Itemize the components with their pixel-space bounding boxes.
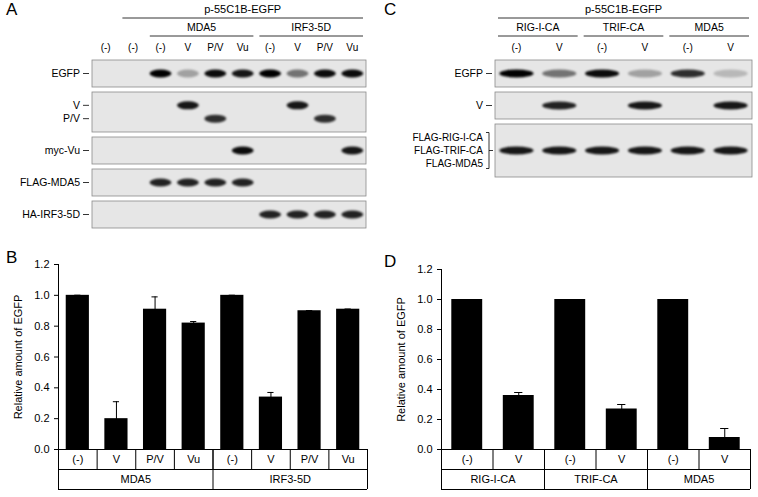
- svg-text:0.8: 0.8: [417, 323, 432, 335]
- svg-text:0.2: 0.2: [34, 412, 49, 424]
- svg-text:0.6: 0.6: [34, 351, 49, 363]
- svg-text:IRF3-5D: IRF3-5D: [291, 21, 331, 33]
- svg-text:(-): (-): [668, 453, 679, 465]
- svg-text:MDA5: MDA5: [187, 21, 216, 33]
- html-text:B: B: [6, 248, 18, 267]
- svg-text:V: V: [476, 99, 483, 111]
- svg-text:FLAG-TRIF-CA: FLAG-TRIF-CA: [414, 145, 483, 156]
- svg-text:(-): (-): [156, 42, 166, 53]
- svg-text:P/V: P/V: [63, 112, 80, 124]
- svg-text:P/V: P/V: [207, 42, 223, 53]
- svg-text:Vu: Vu: [346, 42, 358, 53]
- svg-text:EGFP: EGFP: [51, 67, 80, 79]
- svg-text:V: V: [727, 42, 734, 53]
- svg-text:Relative amount of EGFP: Relative amount of EGFP: [12, 295, 24, 420]
- svg-text:P/V: P/V: [146, 453, 164, 465]
- svg-text:MDA5: MDA5: [695, 21, 724, 33]
- svg-text:FLAG-MDA5: FLAG-MDA5: [426, 158, 484, 169]
- svg-text:1.2: 1.2: [417, 263, 432, 275]
- html-text:C: C: [384, 0, 397, 19]
- svg-text:V: V: [618, 453, 626, 465]
- svg-text:EGFP: EGFP: [454, 67, 483, 79]
- svg-text:V: V: [185, 42, 192, 53]
- svg-text:HA-IRF3-5D: HA-IRF3-5D: [22, 208, 80, 220]
- svg-text:V: V: [294, 42, 301, 53]
- svg-text:V: V: [515, 453, 523, 465]
- svg-text:0.0: 0.0: [34, 443, 49, 455]
- svg-text:1.0: 1.0: [417, 293, 432, 305]
- svg-text:(-): (-): [128, 42, 138, 53]
- svg-text:(-): (-): [683, 42, 693, 53]
- html-text:A: A: [6, 0, 18, 19]
- svg-text:p-55C1B-EGFP: p-55C1B-EGFP: [204, 3, 281, 15]
- svg-text:(-): (-): [462, 453, 473, 465]
- svg-text:Vu: Vu: [187, 453, 200, 465]
- svg-text:(-): (-): [597, 42, 607, 53]
- svg-text:V: V: [556, 42, 563, 53]
- svg-text:p-55C1B-EGFP: p-55C1B-EGFP: [585, 3, 662, 15]
- svg-text:P/V: P/V: [301, 453, 319, 465]
- svg-text:FLAG-MDA5: FLAG-MDA5: [20, 176, 80, 188]
- svg-text:0.2: 0.2: [417, 413, 432, 425]
- svg-text:V: V: [113, 453, 121, 465]
- svg-text:MDA5: MDA5: [684, 473, 715, 485]
- svg-text:TRIF-CA: TRIF-CA: [574, 473, 618, 485]
- svg-text:0.0: 0.0: [417, 443, 432, 455]
- svg-text:(-): (-): [565, 453, 576, 465]
- svg-text:0.8: 0.8: [34, 320, 49, 332]
- svg-text:RIG-I-CA: RIG-I-CA: [516, 21, 559, 33]
- svg-text:(-): (-): [511, 42, 521, 53]
- svg-text:IRF3-5D: IRF3-5D: [269, 473, 311, 485]
- svg-text:V: V: [267, 453, 275, 465]
- svg-text:FLAG-RIG-I-CA: FLAG-RIG-I-CA: [412, 132, 483, 143]
- svg-text:V: V: [642, 42, 649, 53]
- svg-text:(-): (-): [101, 42, 111, 53]
- svg-text:MDA5: MDA5: [120, 473, 151, 485]
- svg-text:0.6: 0.6: [417, 353, 432, 365]
- svg-text:(-): (-): [227, 453, 238, 465]
- svg-text:(-): (-): [265, 42, 275, 53]
- svg-text:RIG-I-CA: RIG-I-CA: [470, 473, 516, 485]
- svg-text:(-): (-): [72, 453, 83, 465]
- svg-text:Vu: Vu: [237, 42, 249, 53]
- svg-text:0.4: 0.4: [34, 381, 49, 393]
- svg-text:1.2: 1.2: [34, 258, 49, 270]
- svg-text:0.4: 0.4: [417, 383, 432, 395]
- svg-text:P/V: P/V: [317, 42, 333, 53]
- svg-text:1.0: 1.0: [34, 289, 49, 301]
- svg-text:V: V: [73, 99, 80, 111]
- svg-text:V: V: [721, 453, 729, 465]
- svg-text:TRIF-CA: TRIF-CA: [603, 21, 644, 33]
- html-text:D: D: [384, 252, 397, 271]
- svg-text:Relative amount of EGFP: Relative amount of EGFP: [395, 297, 407, 422]
- svg-text:Vu: Vu: [342, 453, 355, 465]
- svg-text:myc-Vu: myc-Vu: [45, 144, 80, 156]
